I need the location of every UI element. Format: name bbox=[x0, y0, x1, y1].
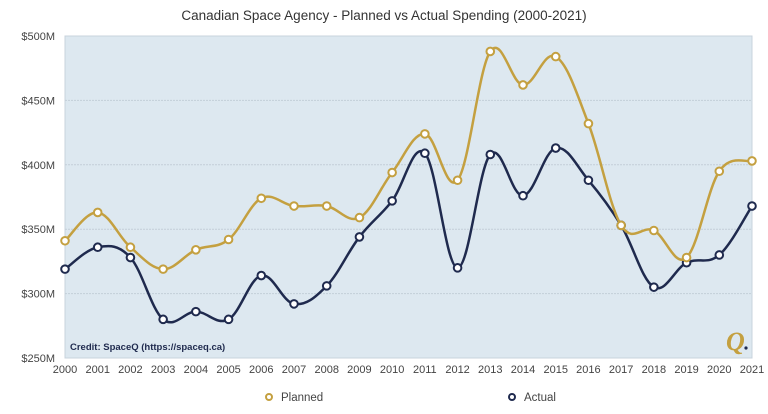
data-point-actual bbox=[714, 250, 725, 260]
data-point-planned bbox=[485, 46, 496, 57]
data-point-actual bbox=[485, 149, 496, 160]
data-point-planned bbox=[321, 201, 332, 211]
data-point-actual bbox=[649, 282, 659, 292]
x-tick-label: 2005 bbox=[216, 364, 240, 376]
x-tick-label: 2017 bbox=[609, 364, 633, 376]
data-point-actual bbox=[518, 190, 528, 201]
data-point-planned bbox=[714, 166, 725, 177]
legend-label-planned: Planned bbox=[281, 392, 323, 404]
data-point-actual bbox=[420, 148, 430, 159]
data-point-actual bbox=[354, 232, 365, 242]
x-tick-label: 2010 bbox=[380, 364, 404, 376]
data-point-planned bbox=[158, 264, 168, 274]
x-tick-label: 2004 bbox=[184, 364, 208, 376]
data-point-actual bbox=[191, 306, 201, 317]
data-point-planned bbox=[191, 245, 201, 255]
x-tick-label: 2015 bbox=[543, 364, 567, 376]
data-point-actual bbox=[60, 264, 70, 274]
data-point-planned bbox=[420, 129, 430, 139]
data-point-planned bbox=[289, 201, 299, 211]
data-point-actual bbox=[289, 299, 299, 309]
data-point-planned bbox=[387, 167, 397, 178]
y-tick-label: $300M bbox=[21, 289, 55, 301]
x-tick-label: 2001 bbox=[85, 364, 109, 376]
data-point-actual bbox=[747, 201, 757, 211]
data-point-planned bbox=[125, 242, 136, 253]
data-point-planned bbox=[518, 80, 528, 90]
credit-annotation: Credit: SpaceQ (https://spaceq.ca) bbox=[70, 342, 225, 353]
y-tick-label: $500M bbox=[21, 31, 55, 43]
x-tick-label: 2008 bbox=[314, 364, 338, 376]
data-point-planned bbox=[92, 207, 103, 218]
data-point-planned bbox=[681, 252, 692, 263]
data-point-planned bbox=[747, 156, 757, 166]
x-tick-label: 2019 bbox=[674, 364, 698, 376]
y-tick-label: $400M bbox=[21, 160, 55, 172]
chart-title: Canadian Space Agency - Planned vs Actua… bbox=[181, 8, 587, 23]
legend-marker-actual bbox=[508, 393, 516, 401]
x-tick-label: 2013 bbox=[478, 364, 502, 376]
x-tick-label: 2020 bbox=[707, 364, 731, 376]
x-tick-label: 2009 bbox=[347, 364, 371, 376]
legend-label-actual: Actual bbox=[524, 392, 556, 404]
plot-area bbox=[64, 35, 753, 359]
x-tick-label: 2011 bbox=[413, 364, 437, 376]
x-tick-label: 2012 bbox=[445, 364, 469, 376]
data-point-planned bbox=[256, 193, 267, 204]
data-point-actual bbox=[387, 196, 397, 206]
data-point-planned bbox=[616, 220, 626, 231]
x-tick-label: 2006 bbox=[249, 364, 273, 376]
x-tick-label: 2003 bbox=[151, 364, 175, 376]
logo-dot bbox=[744, 346, 748, 350]
data-point-actual bbox=[223, 314, 234, 325]
data-point-actual bbox=[158, 314, 168, 325]
data-point-planned bbox=[452, 175, 463, 186]
data-point-planned bbox=[550, 51, 561, 62]
x-tick-label: 2002 bbox=[118, 364, 142, 376]
data-point-planned bbox=[223, 234, 234, 245]
data-point-actual bbox=[256, 270, 267, 281]
spaceq-logo: Q bbox=[726, 327, 745, 356]
legend-marker-planned bbox=[265, 393, 273, 401]
x-tick-label: 2014 bbox=[511, 364, 535, 376]
data-point-actual bbox=[452, 263, 463, 273]
data-point-actual bbox=[321, 281, 332, 291]
y-tick-label: $450M bbox=[21, 95, 55, 107]
y-tick-label: $250M bbox=[21, 353, 55, 365]
x-tick-label: 2016 bbox=[576, 364, 600, 376]
data-point-actual bbox=[583, 175, 594, 186]
x-tick-label: 2021 bbox=[740, 364, 764, 376]
x-tick-label: 2000 bbox=[53, 364, 77, 376]
data-point-actual bbox=[550, 143, 561, 153]
data-point-actual bbox=[92, 242, 103, 253]
data-point-planned bbox=[354, 212, 365, 223]
data-point-planned bbox=[583, 118, 594, 129]
data-point-actual bbox=[125, 252, 136, 263]
data-point-planned bbox=[649, 225, 659, 236]
x-tick-label: 2007 bbox=[282, 364, 306, 376]
y-tick-label: $350M bbox=[21, 224, 55, 236]
data-point-planned bbox=[60, 235, 70, 246]
x-tick-label: 2018 bbox=[642, 364, 666, 376]
